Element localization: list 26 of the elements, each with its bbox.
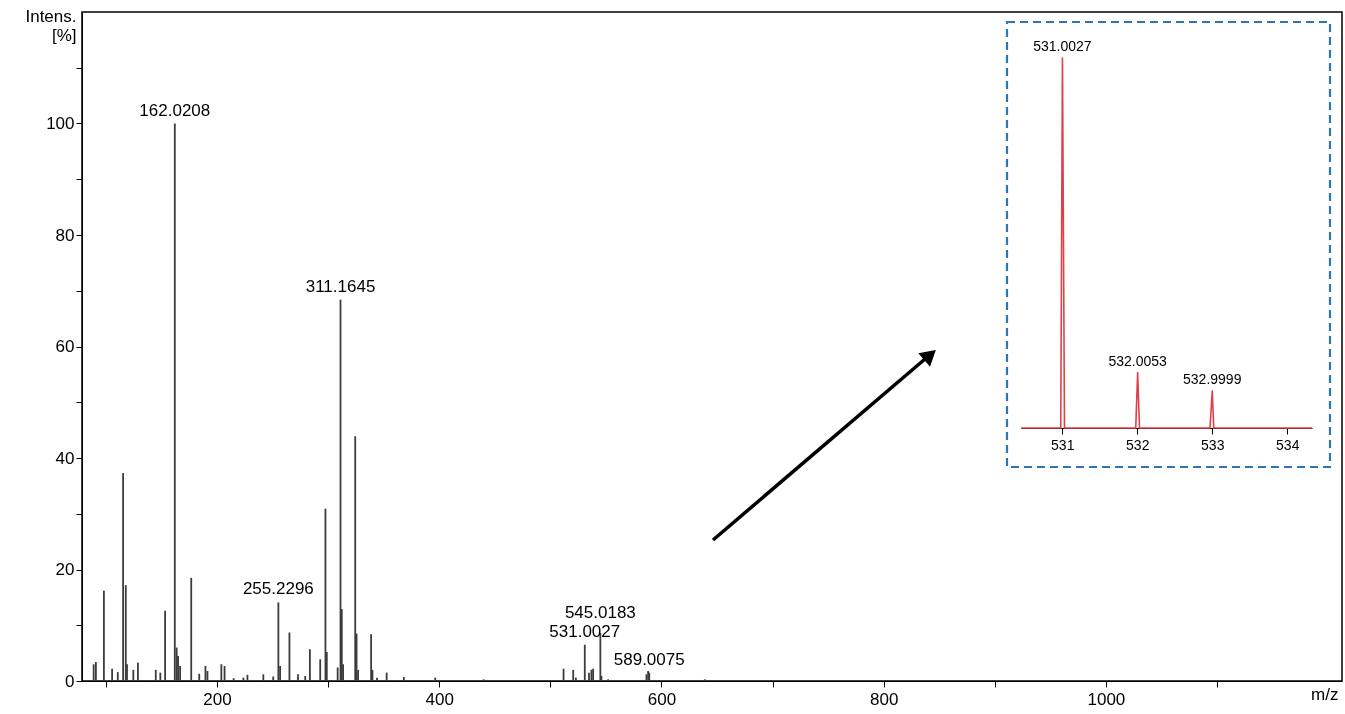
x-tick-label: 531 [1051,436,1075,453]
y-tick-label: 100 [46,114,75,133]
annotation: 311.1645 [305,276,376,296]
y-tick-label: 80 [55,225,75,245]
x-tick-label: 1000 [1087,689,1126,709]
annotation: 531.0027 [1033,38,1092,54]
annotation: 589.0075 [613,649,685,669]
y-tick-label: 60 [55,337,75,356]
x-tick-label: 600 [647,689,677,709]
y-tick-label: 0 [65,671,75,691]
y-axis-title: Intens. [%] [25,6,77,45]
annotation: 255.2296 [242,579,314,599]
y-tick-label: 20 [55,560,75,579]
x-tick-label: 400 [425,689,454,709]
x-tick-label: 532 [1126,436,1150,453]
annotation: 545.0183 [564,602,636,622]
x-tick-label: 800 [869,689,899,709]
annotation: 532.9999 [1183,371,1242,387]
annotation: 162.0208 [139,100,211,120]
annotation: 531.0027 [549,621,621,641]
x-tick-label: 200 [203,689,232,709]
x-tick-label: 534 [1276,436,1300,453]
x-tick-label: 533 [1201,436,1225,453]
x-axis-title: m/z [1311,684,1339,704]
y-tick-label: 40 [55,448,75,468]
annotation: 532.0053 [1108,352,1168,369]
